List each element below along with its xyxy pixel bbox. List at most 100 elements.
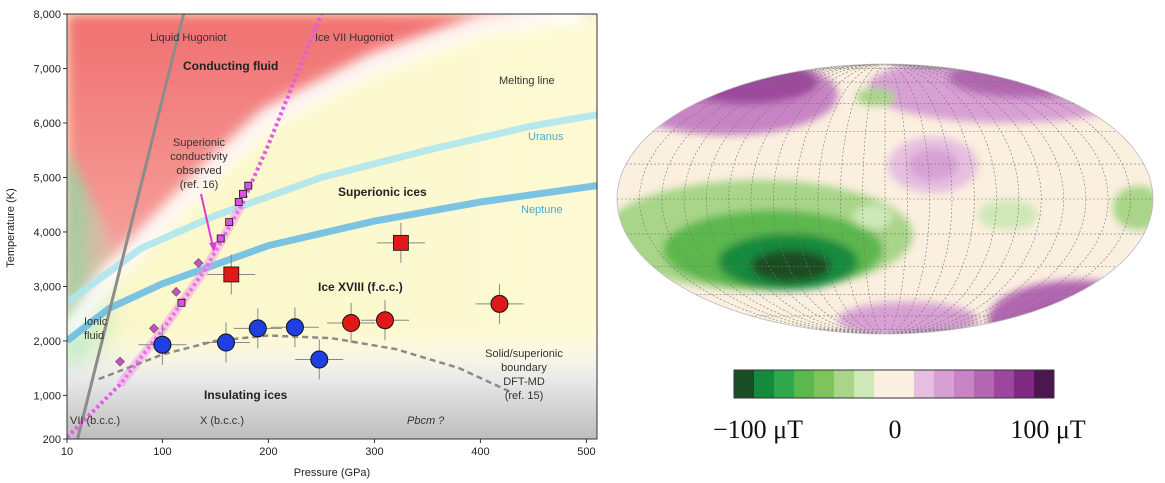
liquid-hugoniot-label: Liquid Hugoniot: [150, 32, 226, 44]
colorbar-swatch: [734, 370, 755, 398]
ice-vii-hugoniot-label: Ice VII Hugoniot: [315, 32, 393, 44]
y-axis-label: Temperature (K): [5, 188, 17, 267]
map-outline: [616, 63, 1154, 335]
svg-text:(ref. 16): (ref. 16): [180, 179, 219, 191]
liquid-hugoniot-line: [76, 14, 186, 439]
colorbar-swatch: [814, 370, 835, 398]
data-point-circle: [310, 350, 329, 369]
x-tick-label: 500: [577, 446, 595, 458]
colorbar-min-label: −100 μT: [713, 415, 803, 444]
colorbar-max-label: 100 μT: [1010, 415, 1085, 444]
data-point-square: [225, 218, 234, 227]
svg-text:(ref. 15): (ref. 15): [505, 390, 544, 402]
data-point-circle: [490, 294, 509, 313]
data-point-circle: [153, 335, 172, 354]
conductivity-arrow: [200, 193, 214, 248]
graticule-meridian: [884, 64, 1109, 334]
graticule-meridian: [750, 64, 886, 334]
data-point-circle: [376, 311, 394, 330]
colorbar-swatch: [754, 370, 775, 398]
x-bcc-label: X (b.c.c.): [200, 415, 244, 427]
graticule-meridian: [884, 64, 998, 334]
x-tick-label: 10: [61, 446, 73, 458]
y-tick-label: 1,000: [33, 390, 61, 402]
colorbar-swatch: [774, 370, 795, 398]
ice-xviii-label: Ice XVIII (f.c.c.): [318, 280, 403, 294]
pbcm-label: Pbcm ?: [407, 415, 445, 427]
colorbar-swatch: [894, 370, 915, 398]
graticule-meridian: [884, 64, 1132, 334]
x-tick-label: 200: [259, 446, 277, 458]
y-tick-label: 8,000: [33, 9, 61, 21]
mollweide-projection: [617, 64, 1153, 334]
ionic-fluid-label-1: Ionic: [84, 316, 108, 328]
data-point-diamond: [171, 286, 182, 297]
conducting-fluid-label: Conducting fluid: [183, 59, 278, 73]
graticule-meridian: [884, 64, 908, 334]
colorbar-swatch: [1034, 370, 1055, 398]
y-axis-ticks: 200 1,000 2,000 3,000 4,000 5,000 6,000 7,000 8,…: [33, 9, 67, 446]
melting-line-label: Melting line: [499, 75, 555, 87]
y-tick-label: 3,000: [33, 281, 61, 293]
data-point-circle: [248, 319, 267, 338]
y-tick-label: 6,000: [33, 118, 61, 130]
colorbar-swatch: [1014, 370, 1035, 398]
superionic-ices-label: Superionic ices: [338, 185, 427, 199]
data-point-square: [216, 234, 225, 243]
svg-text:Superionic: Superionic: [173, 137, 225, 149]
colorbar-swatch: [934, 370, 955, 398]
colorbar-swatch: [954, 370, 975, 398]
graticule-meridian: [884, 64, 1020, 334]
y-tick-label: 2,000: [33, 336, 61, 348]
x-axis-label: Pressure (GPa): [294, 467, 370, 479]
data-markers: [115, 181, 509, 369]
data-point-circle: [342, 313, 361, 332]
svg-text:boundary: boundary: [501, 362, 547, 374]
graticule-meridian: [884, 64, 975, 334]
boundary-annotation: Solid/superionic boundary DFT-MD (ref. 1…: [485, 348, 563, 402]
graticule-meridian: [795, 64, 886, 334]
colorbar-zero-label: 0: [889, 415, 902, 444]
graticule-meridian: [638, 64, 886, 334]
data-point-square: [392, 234, 409, 251]
colorbar-swatch: [834, 370, 855, 398]
y-tick-label: 7,000: [33, 63, 61, 75]
conductivity-arrowhead: [209, 242, 217, 252]
insulating-ices-label: Insulating ices: [204, 388, 288, 402]
colorbar-frame: [733, 369, 1055, 399]
colorbar-swatch: [854, 370, 875, 398]
neptune-label: Neptune: [521, 204, 563, 216]
data-point-diamond: [115, 356, 125, 367]
colorbar-swatch: [914, 370, 935, 398]
y-tick-label: 200: [43, 434, 61, 446]
graticule-meridian: [728, 64, 886, 334]
ionic-fluid-label-2: fluid: [84, 330, 104, 342]
x-tick-label: 400: [471, 446, 489, 458]
data-point-square: [239, 189, 247, 198]
colorbar-swatch: [974, 370, 995, 398]
y-tick-label: 4,000: [33, 227, 61, 239]
conducting-fluid-region: [67, 14, 597, 336]
conductivity-annotation: Superionic conductivity observed (ref. 1…: [170, 137, 228, 191]
colorbar: [734, 370, 1055, 398]
data-point-diamond: [148, 323, 159, 334]
graticule-meridian: [884, 64, 1042, 334]
svg-text:observed: observed: [176, 165, 221, 177]
x-axis-ticks: 10 100 200 300 400 500: [61, 439, 596, 458]
graticule-meridian: [661, 64, 886, 334]
data-point-circle: [285, 318, 304, 337]
uranus-label: Uranus: [528, 131, 564, 143]
svg-text:conductivity: conductivity: [170, 151, 228, 163]
colorbar-swatch: [994, 370, 1015, 398]
graticule-meridian: [862, 64, 886, 334]
data-point-square: [223, 266, 240, 283]
graticule-meridian: [772, 64, 886, 334]
data-point-square: [234, 198, 243, 206]
x-tick-label: 300: [365, 446, 383, 458]
vii-bcc-label: VII (b.c.c.): [70, 415, 120, 427]
uranus-isentrope: [67, 111, 597, 306]
graticule: [617, 64, 1153, 334]
data-point-square: [177, 298, 186, 307]
data-point-circle: [217, 333, 235, 352]
plot-frame: [66, 13, 598, 440]
